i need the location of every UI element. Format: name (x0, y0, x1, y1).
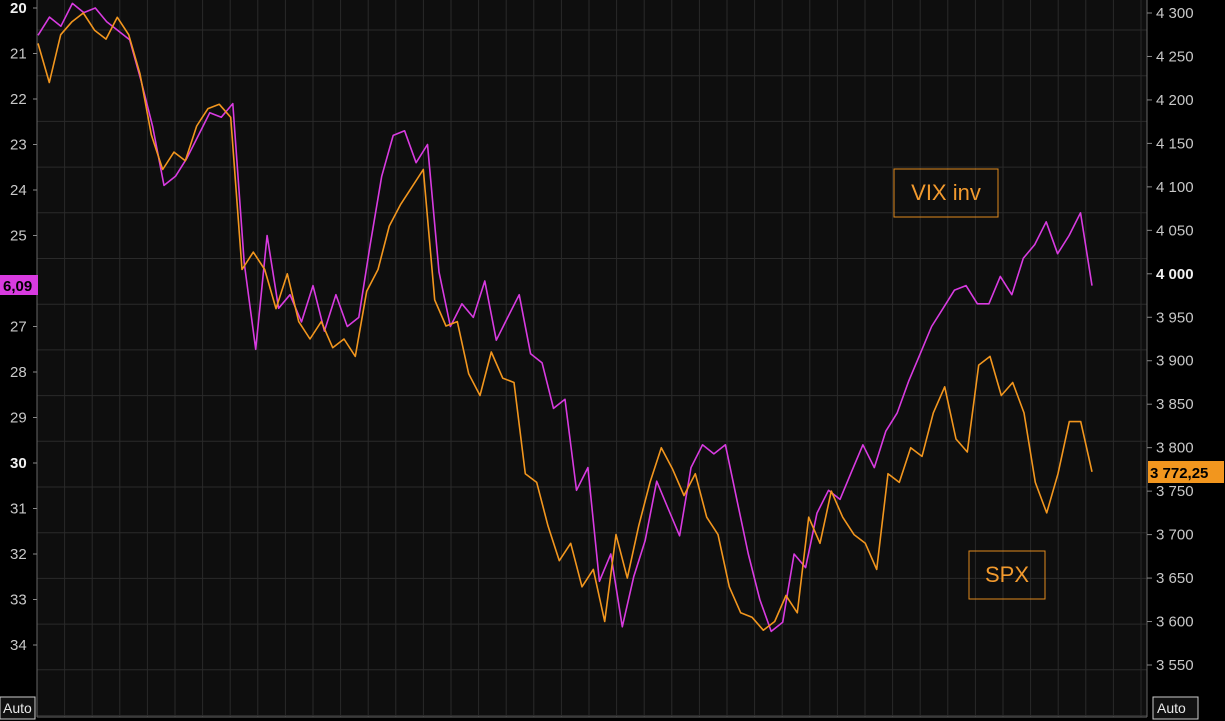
series-line-vix-inv (37, 2, 1093, 633)
left-tick-label: 24 (10, 182, 27, 199)
right-tick-label: 4 100 (1156, 179, 1194, 196)
right-tick-label: 4 150 (1156, 135, 1194, 152)
right-tick-label: 3 600 (1156, 614, 1194, 631)
left-axis-background (0, 0, 37, 721)
right-tick-label: 4 050 (1156, 222, 1194, 239)
left-tick-label: 20 (10, 0, 27, 17)
right-tick-label: 3 550 (1156, 657, 1194, 674)
left-auto-label: Auto (3, 700, 32, 716)
annotation-spx: SPX (968, 550, 1046, 600)
right-tick-label: 3 950 (1156, 309, 1194, 326)
left-auto-button[interactable]: Auto (0, 696, 36, 720)
right-tick-label: 4 200 (1156, 92, 1194, 109)
right-tick-label: 3 750 (1156, 483, 1194, 500)
left-tick-label: 22 (10, 91, 27, 108)
right-auto-button[interactable]: Auto (1152, 696, 1199, 720)
annotation-spx-text: SPX (985, 562, 1029, 587)
right-current-value-badge: 3 772,25 (1148, 461, 1224, 483)
series-line-spx (37, 12, 1093, 631)
left-tick-label: 29 (10, 410, 27, 427)
left-tick-label: 27 (10, 319, 27, 336)
left-tick-label: 33 (10, 592, 27, 609)
left-axis: 20 21 22 23 24 25 27 28 29 30 31 32 33 34 (10, 0, 37, 654)
right-tick-label: 4 250 (1156, 48, 1194, 65)
left-tick-label: 21 (10, 46, 27, 63)
right-tick-label: 4 300 (1156, 5, 1194, 22)
right-tick-label: 4 000 (1156, 266, 1194, 283)
left-tick-label: 25 (10, 228, 27, 245)
left-tick-label: 30 (10, 455, 27, 472)
left-tick-label: 23 (10, 137, 27, 154)
series-layer (37, 2, 1093, 633)
right-axis: 4 300 4 250 4 200 4 150 4 100 4 050 4 000 3 950… (1147, 5, 1194, 674)
left-current-value-text: 6,09 (3, 278, 32, 295)
right-tick-label: 3 800 (1156, 440, 1194, 457)
right-tick-label: 3 850 (1156, 396, 1194, 413)
right-tick-label: 3 700 (1156, 527, 1194, 544)
right-tick-label: 3 650 (1156, 570, 1194, 587)
right-tick-label: 3 900 (1156, 353, 1194, 370)
left-tick-label: 32 (10, 546, 27, 563)
annotation-vix-inv-text: VIX inv (911, 180, 981, 205)
left-tick-label: 28 (10, 364, 27, 381)
left-tick-label: 34 (10, 637, 27, 654)
left-tick-label: 31 (10, 501, 27, 518)
left-current-value-badge: 6,09 (0, 275, 38, 295)
right-current-value-text: 3 772,25 (1150, 465, 1208, 482)
grid (36, 0, 1148, 718)
right-axis-background (1147, 0, 1225, 721)
plot-background (37, 0, 1147, 717)
annotation-vix-inv: VIX inv (893, 168, 999, 218)
right-auto-label: Auto (1157, 700, 1186, 716)
